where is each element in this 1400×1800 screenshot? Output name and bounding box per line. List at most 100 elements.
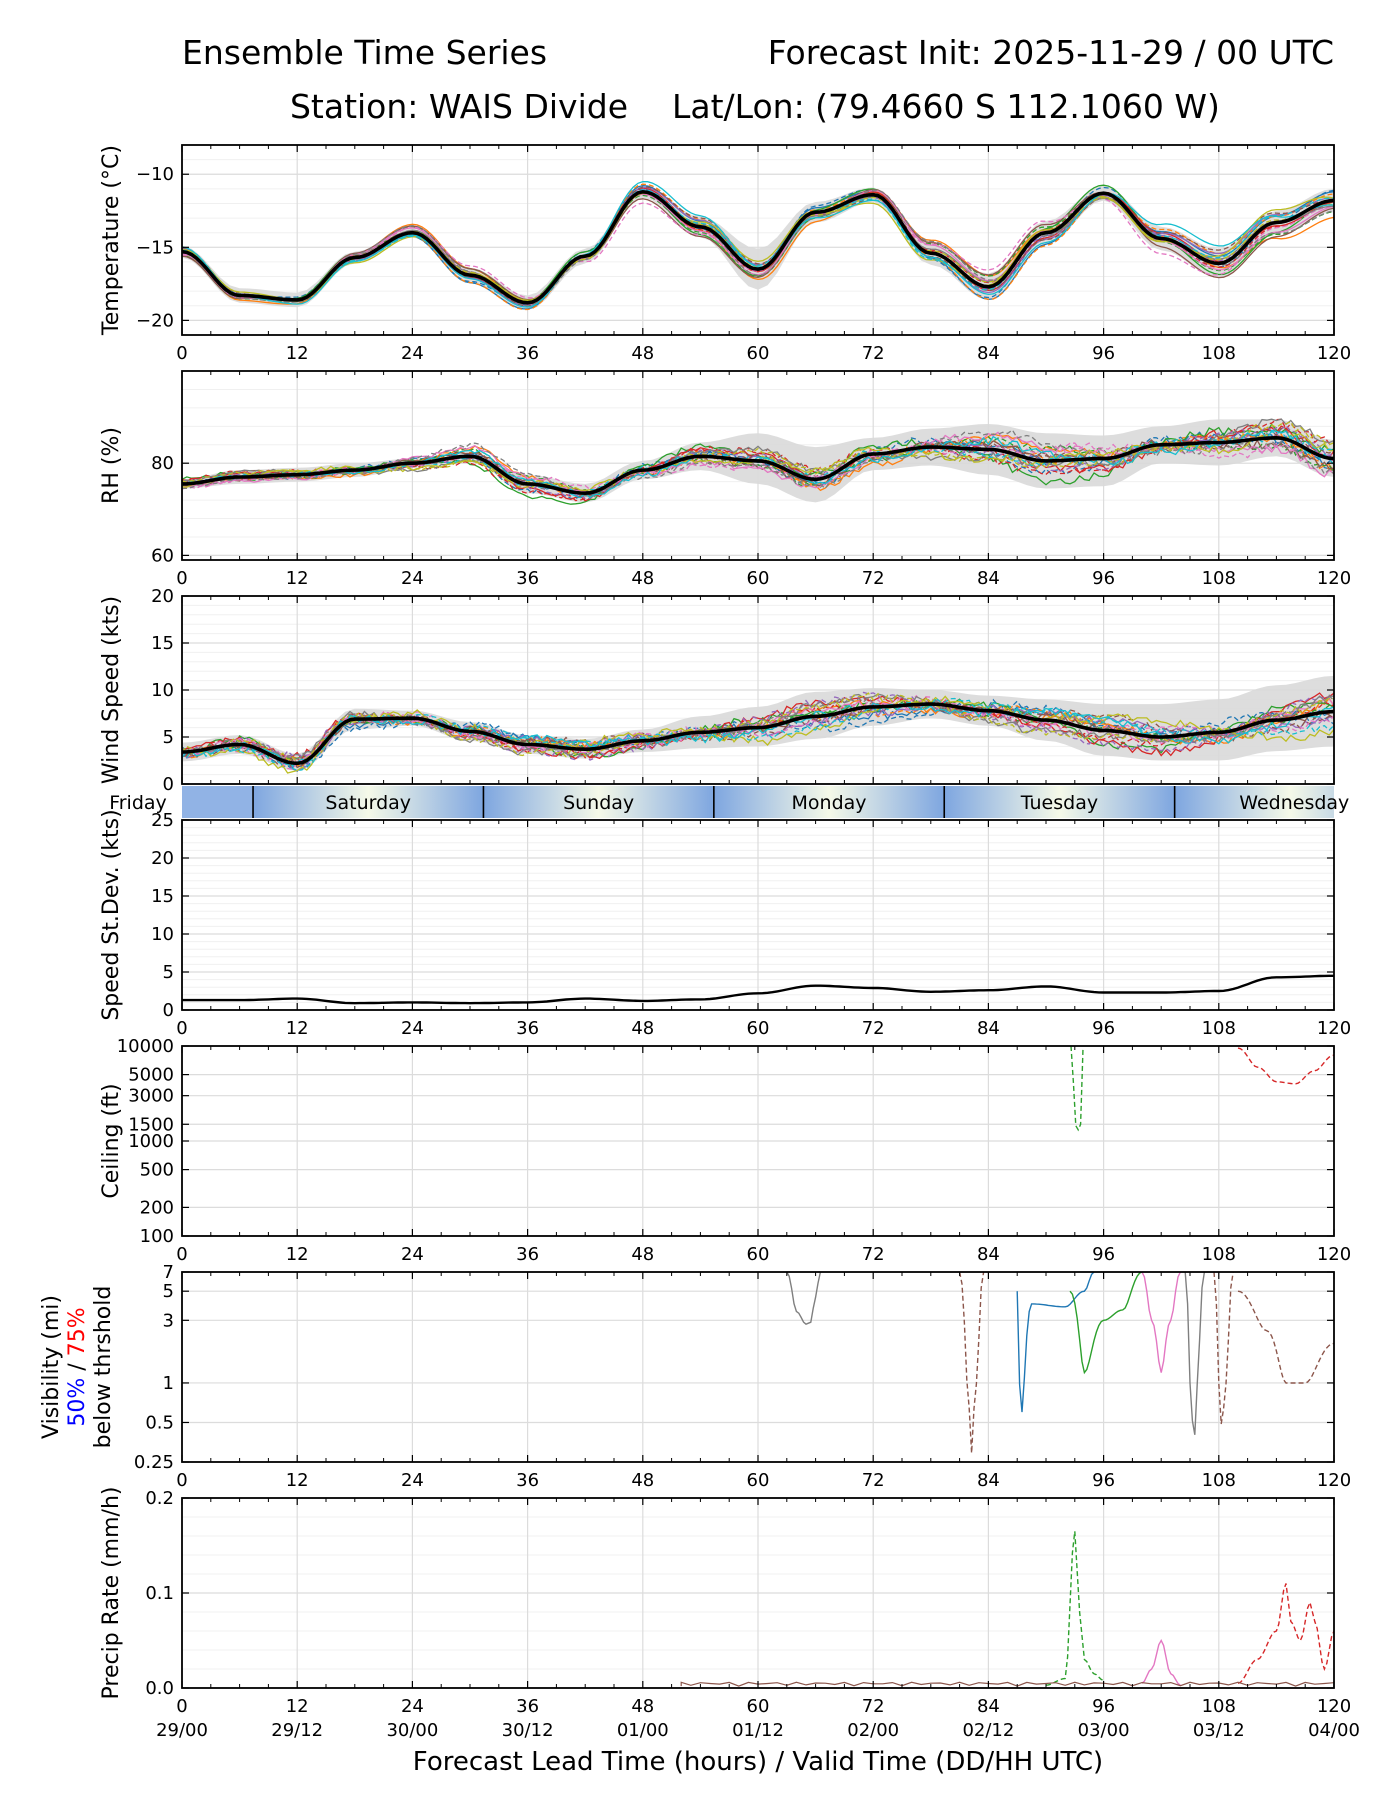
member-line (1237, 1583, 1334, 1684)
x-tick-label: 0 (176, 1470, 187, 1491)
valid-time-label: 29/12 (271, 1720, 323, 1741)
y-tick-label: 0 (163, 1000, 174, 1021)
x-tick-label: 0 (176, 1244, 187, 1265)
member-line (182, 694, 1334, 760)
x-tick-label: 96 (1092, 1470, 1115, 1491)
x-tick-label: 60 (747, 1244, 770, 1265)
chart-panels: 0 12 24 36 48 60 72 84 96 108 120−20−15−10Temperat… (39, 144, 1360, 1741)
x-tick-label: 120 (1317, 1470, 1351, 1491)
y-tick-label: −15 (136, 237, 174, 258)
x-tick-label: 72 (862, 568, 885, 589)
x-tick-label: 120 (1317, 1018, 1351, 1039)
x-tick-label: 60 (747, 1018, 770, 1039)
day-label: Wednesday (1239, 792, 1349, 814)
day-label: Friday (109, 792, 167, 814)
y-tick-label: 5 (163, 1281, 174, 1302)
ensemble-mean-line (182, 189, 1334, 305)
x-tick-label: 24 (401, 1470, 424, 1491)
member-line (1069, 1272, 1143, 1375)
valid-time-label: 03/00 (1078, 1720, 1130, 1741)
x-tick-label: 36 (516, 1018, 539, 1039)
x-tick-label: 0 (176, 1696, 187, 1717)
valid-time-label: 30/00 (386, 1720, 438, 1741)
valid-time-label: 01/12 (732, 1720, 784, 1741)
member-line (182, 189, 1334, 307)
x-tick-label: 36 (516, 343, 539, 364)
x-tick-label: 108 (1202, 343, 1236, 364)
x-tick-label: 48 (631, 343, 654, 364)
y-axis-label: Wind Speed (kts) (99, 596, 124, 784)
day-label: Monday (792, 792, 867, 814)
member-line (1045, 1531, 1104, 1686)
valid-time-label: 02/12 (962, 1720, 1014, 1741)
x-tick-label: 84 (977, 568, 1000, 589)
valid-time-label: 03/12 (1193, 1720, 1245, 1741)
y-tick-label: 15 (151, 633, 174, 654)
x-tick-label: 48 (631, 1244, 654, 1265)
x-tick-label: 24 (401, 568, 424, 589)
member-line (1237, 1047, 1334, 1085)
y-tick-label: 1500 (128, 1114, 174, 1135)
y-tick-label: 10000 (117, 1036, 174, 1057)
y-tick-label: 0 (163, 774, 174, 795)
member-line (182, 192, 1334, 301)
y-tick-label: 20 (151, 848, 174, 869)
y-tick-label: 0.2 (145, 1488, 174, 1509)
day-segment (713, 786, 945, 818)
x-tick-label: 12 (286, 343, 309, 364)
x-tick-label: 72 (862, 1470, 885, 1491)
wind-speed-chart: 0 5 10 15 20 Wind Speed (kts) (99, 586, 1335, 795)
y-axis-label: RH (%) (99, 427, 124, 504)
y-tick-label: 5000 (128, 1065, 174, 1086)
ensemble-mean-line (182, 435, 1334, 496)
y-tick-label: 500 (140, 1160, 174, 1181)
x-tick-label: 12 (286, 1696, 309, 1717)
valid-time-label: 04/00 (1308, 1720, 1360, 1741)
ensemble-mean-line (182, 702, 1334, 766)
x-tick-label: 96 (1092, 1018, 1115, 1039)
member-line (182, 697, 1334, 772)
member-line (182, 696, 1334, 762)
plot-area (182, 145, 1334, 335)
x-tick-label: 120 (1317, 568, 1351, 589)
title-right: Forecast Init: 2025-11-29 / 00 UTC (768, 33, 1334, 72)
member-line (680, 1681, 1334, 1687)
x-tick-label: 84 (977, 1470, 1000, 1491)
x-tick-label: 120 (1317, 1244, 1351, 1265)
y-axis-label: Visibility (mi) (39, 1295, 64, 1439)
x-tick-label: 108 (1202, 1696, 1236, 1717)
member-line (1141, 1639, 1181, 1686)
day-label: Sunday (563, 792, 634, 814)
y-tick-label: 80 (151, 453, 174, 474)
x-tick-label: 84 (977, 343, 1000, 364)
y-axis-label: Ceiling (ft) (99, 1083, 124, 1198)
y-tick-label: 1 (163, 1373, 174, 1394)
x-tick-label: 12 (286, 1018, 309, 1039)
day-band: Friday Saturday Sunday Monday Tuesday Wednesd… (109, 786, 1349, 818)
y-tick-label: 7 (163, 1262, 174, 1283)
member-line (1016, 1272, 1095, 1413)
plot-area (182, 371, 1334, 560)
valid-time-label: 29/00 (156, 1720, 208, 1741)
plot-area (182, 1046, 1334, 1236)
y-tick-label: 0.25 (134, 1452, 174, 1473)
y-tick-label: 0.1 (145, 1583, 174, 1604)
x-axis-label: Forecast Lead Time (hours) / Valid Time … (413, 1747, 1103, 1777)
plot-area (182, 596, 1334, 784)
y-tick-label: −20 (136, 310, 174, 331)
y-axis-label: Speed St.Dev. (kts) (99, 809, 124, 1020)
plot-area (182, 1498, 1334, 1688)
x-tick-label: 24 (401, 1696, 424, 1717)
y-tick-label: 3 (163, 1310, 174, 1331)
x-tick-label: 72 (862, 1696, 885, 1717)
speed-stdev-chart: 0 12 24 36 48 60 72 84 96 108 120 0 5 10 15 20 25 Speed S… (99, 809, 1351, 1039)
x-tick-label: 48 (631, 1018, 654, 1039)
y-tick-label: 3000 (128, 1086, 174, 1107)
day-segment (1174, 786, 1334, 818)
y-axis-label: Temperature (°C) (99, 145, 124, 336)
member-line (182, 194, 1334, 300)
x-tick-label: 12 (286, 568, 309, 589)
visibility-chart: 0 12 24 36 48 60 72 84 96 108 120 0.25 0.5 1 3 57 Visibi… (39, 1262, 1351, 1491)
day-segment (944, 786, 1175, 818)
